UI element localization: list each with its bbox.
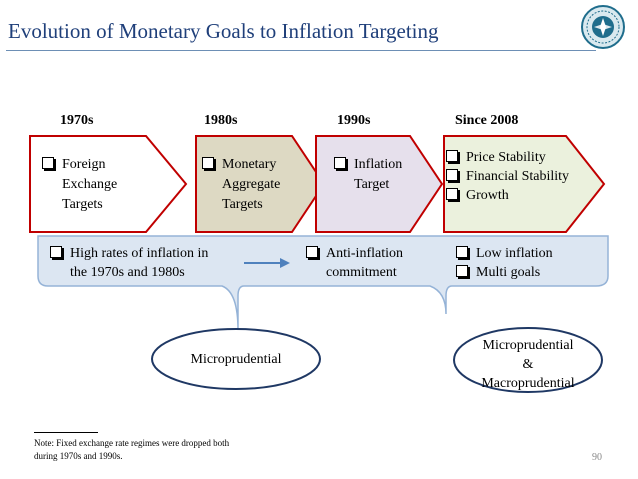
slide-title: Evolution of Monetary Goals to Inflation… (8, 19, 439, 43)
band-arrow-head (280, 258, 290, 268)
box-2008-text: Price Stability Financial Stability Grow… (446, 148, 569, 205)
era-box-since-2008 (443, 135, 606, 233)
era-label-since-2008: Since 2008 (455, 113, 519, 128)
box-2008-item-1: Price Stability (466, 150, 546, 165)
checkbox-bullet-icon (456, 265, 468, 277)
footnote-line-2: during 1970s and 1990s. (34, 451, 123, 461)
checkbox-bullet-icon (306, 246, 318, 258)
box-1990s-cont-1: Target (354, 177, 390, 192)
box-1970s-cont-2: Targets (62, 197, 103, 212)
band-right-line-2: Multi goals (476, 265, 541, 280)
band-left-line-1: High rates of inflation in (70, 246, 209, 261)
title-divider (6, 50, 596, 51)
footnote-line-1: Note: Fixed exchange rate regimes were d… (34, 438, 230, 448)
era-box-1990s (315, 135, 444, 233)
band-mid-text: Anti-inflation commitment (306, 244, 403, 282)
checkbox-bullet-icon (446, 150, 458, 162)
ellipse-left-label: Microprudential (190, 352, 282, 367)
box-1970s-text: Foreign Exchange Targets (42, 155, 117, 215)
box-1990s-item: Inflation (354, 157, 403, 172)
footnote-rule (34, 432, 98, 433)
era-box-1980s (195, 135, 326, 233)
box-1970s-item: Foreign (62, 157, 106, 172)
checkbox-bullet-icon (334, 157, 346, 169)
page-number: 90 (592, 452, 602, 463)
band-right-text: Low inflation Multi goals (456, 244, 553, 282)
band-right-line-1: Low inflation (476, 246, 553, 261)
ellipse-left (151, 328, 321, 390)
ellipse-right (453, 327, 603, 393)
box-1980s-text: Monetary Aggregate Targets (202, 155, 280, 215)
footnote: Note: Fixed exchange rate regimes were d… (34, 437, 229, 463)
box-1970s-cont-1: Exchange (62, 177, 118, 192)
ellipse-right-line-2: & (522, 357, 534, 372)
central-bank-logo (581, 5, 625, 49)
box-2008-item-2: Financial Stability (466, 169, 570, 184)
ellipse-right-line-3: Macroprudential (481, 376, 575, 391)
band-mid-line-1: Anti-inflation (326, 246, 403, 261)
era-label-1990s: 1990s (337, 113, 371, 128)
box-1990s-text: Inflation Target (334, 155, 402, 195)
ellipse-right-line-1: Microprudential (482, 338, 574, 353)
box-1980s-item: Monetary (222, 157, 277, 172)
checkbox-bullet-icon (202, 157, 214, 169)
era-label-1970s: 1970s (60, 113, 94, 128)
box-1980s-cont-2: Targets (222, 197, 263, 212)
band-left-text: High rates of inflation in the 1970s and… (50, 244, 208, 282)
checkbox-bullet-icon (456, 246, 468, 258)
era-box-1970s (29, 135, 188, 233)
era-label-1980s: 1980s (204, 113, 238, 128)
band-left-line-2: the 1970s and 1980s (70, 265, 185, 280)
checkbox-bullet-icon (446, 188, 458, 200)
ellipse-right-label: Microprudential & Macroprudential (462, 336, 594, 393)
outcome-band (37, 235, 609, 331)
checkbox-bullet-icon (50, 246, 62, 258)
checkbox-bullet-icon (42, 157, 54, 169)
checkbox-bullet-icon (446, 169, 458, 181)
box-2008-item-3: Growth (466, 188, 509, 203)
box-1980s-cont-1: Aggregate (222, 177, 281, 192)
band-mid-line-2: commitment (326, 265, 397, 280)
